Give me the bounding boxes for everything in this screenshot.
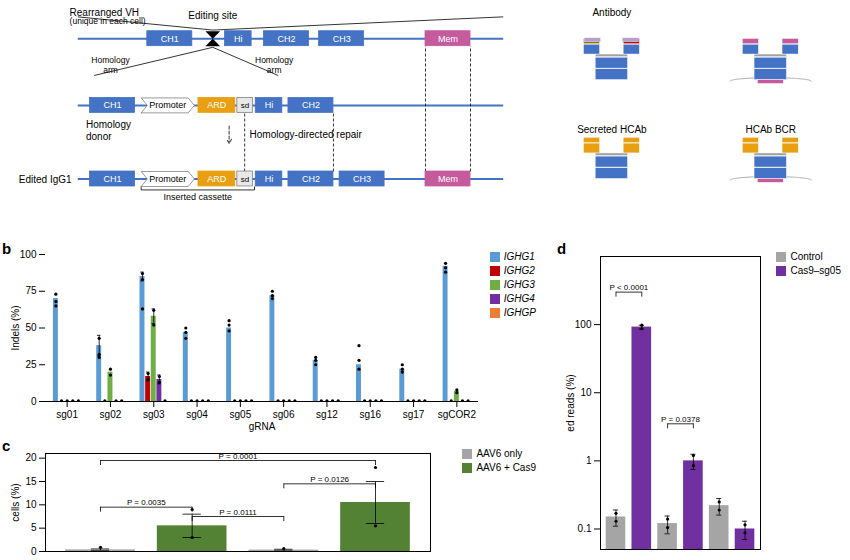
svg-text:Mem: Mem: [438, 174, 458, 184]
svg-text:P = 0.0035: P = 0.0035: [127, 498, 166, 507]
svg-text:Secreted HCAb: Secreted HCAb: [577, 124, 647, 135]
svg-text:ed reads (%): ed reads (%): [565, 374, 576, 431]
svg-text:sg12: sg12: [316, 409, 338, 420]
svg-text:Hi: Hi: [265, 174, 274, 184]
svg-text:Edited IgG1: Edited IgG1: [19, 174, 72, 185]
svg-text:0.1: 0.1: [578, 523, 592, 534]
svg-text:CH2: CH2: [302, 174, 320, 184]
svg-text:ARD: ARD: [207, 100, 227, 110]
svg-text:Hi: Hi: [234, 34, 243, 44]
svg-text:Hi: Hi: [265, 100, 274, 110]
svg-text:CH1: CH1: [104, 174, 122, 184]
svg-text:CH2: CH2: [277, 34, 295, 44]
html-text:AAV6 + Cas9: AAV6 + Cas9: [476, 462, 536, 473]
html-text:IGHG3: IGHG3: [503, 279, 535, 290]
svg-text:Promoter: Promoter: [149, 174, 186, 184]
svg-text:sg02: sg02: [100, 409, 122, 420]
html-text:IGHG1: IGHG1: [503, 251, 535, 262]
html-text:c: c: [2, 437, 11, 454]
svg-text:10: 10: [580, 387, 592, 398]
html-text:IGHG4: IGHG4: [503, 293, 535, 304]
html-text:Cas9–sg05: Cas9–sg05: [790, 265, 841, 276]
svg-text:5: 5: [31, 522, 37, 533]
svg-text:0: 0: [31, 546, 37, 557]
svg-text:Homologyarm: Homologyarm: [91, 55, 130, 75]
svg-text:Indels (%): Indels (%): [10, 305, 21, 350]
svg-text:Promoter: Promoter: [149, 100, 186, 110]
svg-text:P = 0.0111: P = 0.0111: [219, 508, 257, 517]
svg-text:CH3: CH3: [333, 34, 351, 44]
svg-text:sg05: sg05: [230, 409, 252, 420]
svg-text:P = 0.0001: P = 0.0001: [219, 452, 258, 461]
svg-text:75: 75: [25, 285, 37, 296]
svg-text:20: 20: [25, 452, 37, 463]
svg-text:Mem: Mem: [438, 34, 458, 44]
svg-text:CH1: CH1: [161, 34, 179, 44]
svg-text:100: 100: [575, 319, 592, 330]
svg-text:sg04: sg04: [186, 409, 208, 420]
html-text:b: b: [2, 240, 12, 257]
svg-text:sg06: sg06: [273, 409, 295, 420]
svg-text:(unique in each cell): (unique in each cell): [70, 16, 146, 26]
svg-text:sd: sd: [241, 101, 249, 110]
svg-text:15: 15: [25, 476, 37, 487]
svg-text:10: 10: [25, 499, 37, 510]
html-text:IGHGP: IGHGP: [503, 307, 536, 318]
svg-text:cells (%): cells (%): [10, 483, 21, 521]
svg-text:P = 0.0126: P = 0.0126: [310, 475, 349, 484]
html-text:IGHG2: IGHG2: [503, 265, 535, 276]
svg-text:sg16: sg16: [359, 409, 381, 420]
svg-text:Homology-directed repair: Homology-directed repair: [250, 129, 363, 140]
svg-text:1: 1: [586, 455, 592, 466]
svg-text:50: 50: [25, 322, 37, 333]
svg-text:sd: sd: [241, 175, 249, 184]
svg-text:sgCOR2: sgCOR2: [438, 409, 477, 420]
svg-text:Inserted cassette: Inserted cassette: [164, 192, 233, 202]
svg-text:P < 0.0001: P < 0.0001: [609, 283, 648, 292]
svg-text:100: 100: [20, 249, 37, 260]
svg-text:Editing site: Editing site: [188, 10, 237, 21]
svg-text:Homologydonor: Homologydonor: [86, 119, 131, 142]
svg-text:P = 0.0378: P = 0.0378: [661, 415, 700, 424]
svg-text:0: 0: [31, 396, 37, 407]
svg-text:CH3: CH3: [353, 174, 371, 184]
svg-text:Antibody: Antibody: [592, 7, 631, 18]
svg-text:Rearranged VH: Rearranged VH: [69, 7, 140, 19]
svg-text:CH1: CH1: [104, 100, 122, 110]
html-text:Control: Control: [790, 251, 823, 262]
svg-text:gRNA: gRNA: [249, 421, 276, 432]
svg-text:Homologyarm: Homologyarm: [255, 55, 294, 75]
html-text:d: d: [557, 240, 567, 257]
svg-text:CH2: CH2: [302, 100, 320, 110]
svg-text:ARD: ARD: [207, 174, 227, 184]
svg-text:sg01: sg01: [56, 409, 78, 420]
html-text:AAV6 only: AAV6 only: [476, 448, 523, 459]
svg-text:sg17: sg17: [403, 409, 425, 420]
svg-text:sg03: sg03: [143, 409, 165, 420]
svg-text:HCAb BCR: HCAb BCR: [745, 124, 796, 135]
svg-text:25: 25: [25, 359, 37, 370]
